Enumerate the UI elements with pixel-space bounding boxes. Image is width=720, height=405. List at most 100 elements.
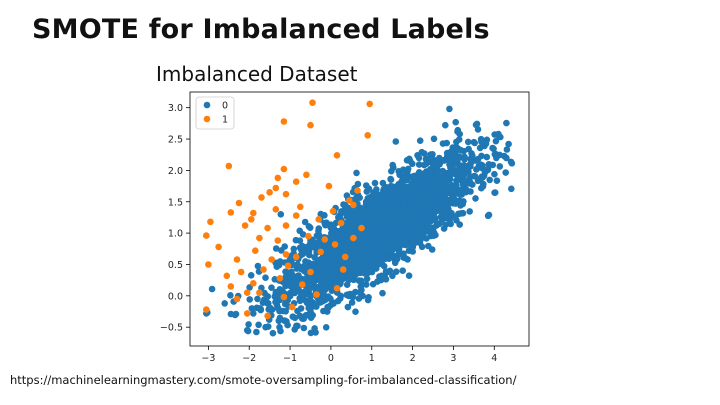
- series-0-point: [469, 152, 476, 159]
- series-1-point: [243, 310, 251, 317]
- series-0-point: [389, 272, 396, 280]
- series-1-point: [358, 224, 365, 232]
- series-1-point: [292, 253, 300, 261]
- series-1-point: [227, 283, 235, 290]
- series-1-point: [331, 241, 339, 248]
- series-0-point: [318, 274, 326, 282]
- series-1-point: [225, 162, 233, 170]
- series-0-point: [382, 268, 390, 275]
- series-1-point: [243, 289, 251, 297]
- series-1-point: [223, 272, 231, 280]
- series-0-point: [307, 293, 314, 301]
- series-0-point: [470, 138, 478, 146]
- series-0-point: [337, 292, 345, 300]
- series-1-point: [307, 268, 314, 276]
- series-0-point: [334, 297, 342, 305]
- series-0-point: [373, 246, 381, 253]
- series-0-point: [267, 304, 274, 312]
- series-0-point: [407, 206, 415, 214]
- series-1-point: [315, 216, 323, 223]
- series-0-point: [426, 203, 433, 211]
- legend-box: [195, 96, 235, 130]
- series-0-point: [294, 307, 301, 315]
- series-0-point: [493, 177, 501, 184]
- series-0-point: [315, 225, 323, 232]
- series-0-point: [425, 188, 432, 195]
- series-0-point: [455, 136, 463, 143]
- series-0-point: [256, 305, 263, 312]
- series-1-point: [333, 152, 341, 159]
- series-0-point: [410, 229, 418, 237]
- series-0-point: [340, 245, 348, 253]
- series-0-point: [374, 278, 381, 285]
- chart-title: Imbalanced Dataset: [156, 62, 358, 86]
- series-0-point: [380, 246, 388, 254]
- series-0-point: [321, 279, 328, 286]
- series-0-point: [345, 213, 352, 221]
- series-0-point: [430, 135, 438, 143]
- series-0-point: [322, 324, 330, 331]
- series-0-point: [301, 218, 309, 226]
- series-1-point: [333, 285, 341, 292]
- series-0-point: [317, 258, 325, 266]
- series-0-point: [341, 201, 349, 209]
- series-1-point: [309, 99, 316, 106]
- series-0-point: [409, 196, 417, 203]
- series-0-point: [354, 244, 362, 251]
- series-0-point: [294, 322, 301, 330]
- series-0-point: [355, 277, 363, 284]
- series-1-point: [276, 275, 284, 282]
- series-0-point: [410, 220, 418, 227]
- series-0-point: [349, 272, 357, 279]
- series-0-point: [461, 156, 468, 163]
- series-0-point: [350, 253, 358, 260]
- series-0-point: [454, 156, 461, 163]
- series-0-point: [479, 162, 486, 169]
- series-0-point: [393, 255, 401, 263]
- series-0-point: [420, 180, 427, 188]
- series-0-point: [300, 292, 308, 299]
- series-1-point: [227, 209, 235, 216]
- series-0-point: [360, 246, 368, 253]
- series-0-point: [344, 303, 352, 311]
- series-0-point: [243, 327, 251, 334]
- series-0-point: [304, 299, 311, 307]
- series-0-point: [278, 247, 285, 254]
- series-1-point: [292, 212, 300, 219]
- series-1-points: [203, 99, 374, 320]
- series-0-point: [349, 290, 357, 298]
- series-0-point: [250, 310, 257, 317]
- series-1-point: [264, 224, 271, 232]
- source-link[interactable]: https://machinelearningmastery.com/smote…: [10, 373, 517, 387]
- series-0-point: [373, 252, 381, 259]
- series-0-point: [294, 261, 301, 268]
- series-0-point: [391, 241, 398, 248]
- series-1-point: [235, 199, 243, 207]
- series-0-point: [389, 161, 397, 169]
- series-1-point: [292, 178, 300, 185]
- series-1-point: [258, 194, 265, 201]
- series-0-point: [392, 218, 400, 225]
- series-0-point: [410, 172, 418, 180]
- series-1-point: [350, 201, 357, 209]
- series-0-point: [456, 190, 463, 198]
- series-0-point: [434, 179, 441, 186]
- series-0-point: [364, 296, 372, 304]
- series-1-point: [256, 289, 263, 297]
- series-0-point: [300, 324, 308, 332]
- series-0-point: [325, 304, 332, 311]
- series-1-point: [215, 243, 222, 251]
- series-0-point: [508, 185, 515, 193]
- series-0-point: [445, 150, 452, 158]
- series-0-point: [436, 198, 444, 205]
- series-1-point: [299, 281, 306, 288]
- series-0-point: [495, 130, 502, 138]
- series-0-point: [304, 243, 311, 251]
- legend-label-1: 1: [222, 115, 228, 126]
- series-0-point: [334, 248, 342, 256]
- series-0-point: [371, 199, 379, 207]
- series-0-point: [388, 215, 395, 222]
- series-0-point: [418, 190, 426, 197]
- series-0-point: [416, 171, 424, 179]
